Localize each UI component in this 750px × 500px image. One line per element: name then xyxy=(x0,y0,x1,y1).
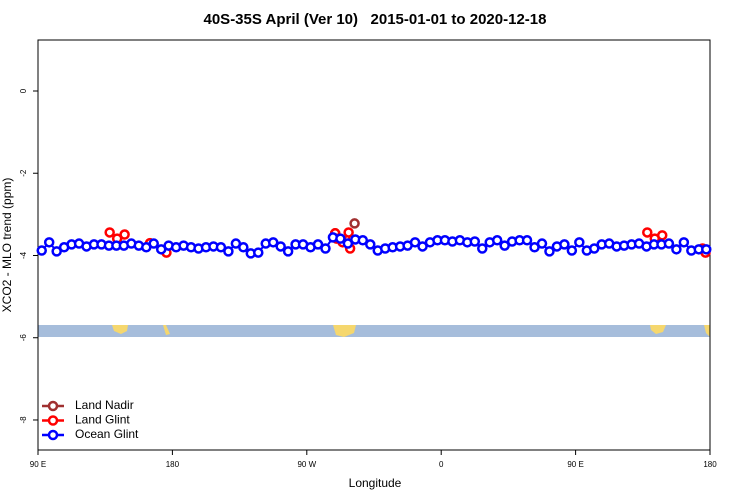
point xyxy=(349,218,360,229)
point xyxy=(148,238,159,249)
x-tick-label: 90 E xyxy=(567,460,583,469)
x-tick-label: 0 xyxy=(439,460,444,469)
point xyxy=(521,235,533,246)
point xyxy=(312,239,324,250)
legend-label: Land Glint xyxy=(75,413,130,427)
legend-marker xyxy=(47,415,59,426)
point xyxy=(320,243,331,254)
point xyxy=(536,238,548,249)
x-axis-label: Longitude xyxy=(349,476,402,490)
point xyxy=(104,227,115,238)
y-tick-label: -8 xyxy=(19,416,28,424)
point xyxy=(365,239,376,250)
y-tick-label: 0 xyxy=(19,88,28,93)
y-tick-label: -6 xyxy=(19,334,28,342)
x-tick-label: 90 W xyxy=(297,460,316,469)
point xyxy=(477,243,488,254)
point xyxy=(544,246,555,257)
legend-label: Ocean Glint xyxy=(75,427,139,441)
point xyxy=(335,233,346,244)
point xyxy=(589,243,600,254)
legend-marker xyxy=(47,400,59,412)
point xyxy=(701,244,712,255)
point xyxy=(357,235,369,246)
point xyxy=(253,247,264,258)
point xyxy=(663,238,675,249)
point xyxy=(215,242,227,253)
legend-marker xyxy=(47,429,59,441)
x-tick-label: 90 E xyxy=(30,460,46,469)
legend-label: Land Nadir xyxy=(75,398,134,412)
point xyxy=(642,227,653,238)
point xyxy=(51,246,62,257)
y-tick-label: -2 xyxy=(19,169,28,177)
point xyxy=(566,245,578,256)
point xyxy=(275,241,286,252)
point xyxy=(223,246,234,257)
point xyxy=(43,237,55,248)
point xyxy=(469,236,481,247)
y-tick-label: -4 xyxy=(19,251,28,259)
map-strip xyxy=(38,325,710,337)
x-tick-label: 180 xyxy=(703,460,717,469)
point xyxy=(656,230,668,241)
point xyxy=(342,238,354,249)
point xyxy=(499,240,510,251)
point xyxy=(119,229,130,240)
plot-frame xyxy=(37,39,711,451)
point xyxy=(417,241,428,252)
point xyxy=(559,239,570,250)
point xyxy=(238,242,249,253)
point xyxy=(343,227,354,238)
x-tick-label: 180 xyxy=(166,460,180,469)
y-axis-label: XCO2 - MLO trend (ppm) xyxy=(0,178,14,313)
point xyxy=(574,237,585,248)
point xyxy=(36,245,47,256)
point xyxy=(267,237,279,248)
point xyxy=(282,246,294,257)
point xyxy=(409,237,421,248)
chart-title: 40S-35S April (Ver 10) 2015-01-01 to 202… xyxy=(204,11,547,28)
point xyxy=(491,235,503,246)
point xyxy=(671,244,682,255)
point xyxy=(678,237,690,248)
